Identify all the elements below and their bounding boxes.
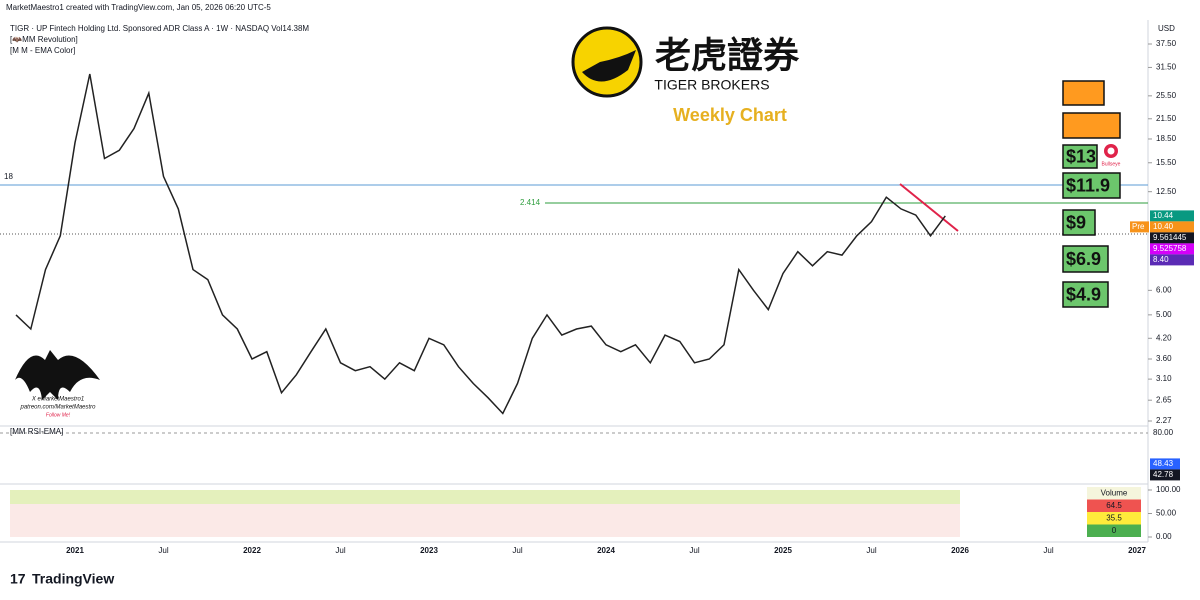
price-tag bbox=[1150, 232, 1194, 244]
y-tick-label: 5.00 bbox=[1156, 310, 1172, 319]
y-tick-label: 18.50 bbox=[1156, 134, 1177, 143]
price-tag bbox=[1150, 221, 1194, 233]
rsi-tag bbox=[1150, 469, 1180, 481]
price-tag bbox=[1150, 210, 1194, 222]
y-tick-label: 100.00 bbox=[1156, 485, 1181, 494]
rsi-tag bbox=[1150, 458, 1180, 470]
y-tick-label: 6.00 bbox=[1156, 285, 1172, 294]
x-tick-label: Jul bbox=[158, 546, 168, 555]
footer-brand: TradingView bbox=[32, 571, 114, 587]
target-box bbox=[1062, 245, 1109, 273]
price-tag bbox=[1150, 243, 1194, 255]
price-tag-prefix: Pre bbox=[1132, 222, 1145, 231]
target-box bbox=[1062, 144, 1098, 169]
currency-label: USD bbox=[1158, 24, 1175, 33]
x-tick-label: 2026 bbox=[951, 546, 969, 555]
y-tick-label: 12.50 bbox=[1156, 187, 1177, 196]
y-tick-label: 2.65 bbox=[1156, 395, 1172, 404]
logo-chinese: 老虎證券 bbox=[655, 35, 800, 76]
x-tick-label: Jul bbox=[1043, 546, 1053, 555]
x-tick-label: Jul bbox=[866, 546, 876, 555]
x-tick-label: 2022 bbox=[243, 546, 261, 555]
volume-table-cell bbox=[1087, 524, 1141, 537]
watermark-handle: X eMarketMaestro1 bbox=[31, 397, 84, 403]
y-tick-label: 15.50 bbox=[1156, 158, 1177, 167]
volume-table-cell bbox=[1087, 512, 1141, 525]
target-box bbox=[1062, 172, 1121, 199]
price-tag-label: 9.525758 bbox=[1153, 244, 1187, 253]
target-box bbox=[1062, 112, 1121, 139]
y-tick-label: 37.50 bbox=[1156, 39, 1177, 48]
price-tag-label: 10.44 bbox=[1153, 211, 1174, 220]
volume-table-cell bbox=[1087, 487, 1141, 500]
rsi-label: [MM RSI-EMA] bbox=[10, 427, 63, 436]
volume-table-text: 35.5 bbox=[1106, 514, 1122, 523]
price-tag-label: 9.561445 bbox=[1153, 233, 1187, 242]
indicator-label: [M M - EMA Color] bbox=[10, 46, 75, 55]
x-tick-label: 2025 bbox=[774, 546, 792, 555]
fib-label: 2.414 bbox=[520, 198, 541, 207]
bullseye-label: Bullseye bbox=[1102, 161, 1121, 167]
symbol-line: TIGR · UP Fintech Holding Ltd. Sponsored… bbox=[10, 24, 309, 33]
y-tick-label: 50.00 bbox=[1156, 509, 1177, 518]
y-tick-label: 25.50 bbox=[1156, 91, 1177, 100]
target-box-label: $4.9 bbox=[1066, 284, 1101, 304]
rsi-tag-label: 80.00 bbox=[1153, 428, 1174, 437]
y-tick-label: 3.60 bbox=[1156, 354, 1172, 363]
x-tick-label: Jul bbox=[689, 546, 699, 555]
price-tag-label: 8.40 bbox=[1153, 255, 1169, 264]
target-box-label: $9 bbox=[1066, 212, 1086, 232]
target-box bbox=[1062, 209, 1096, 236]
watermark-note: Follow Me! bbox=[46, 412, 71, 418]
author-line: MarketMaestro1 created with TradingView.… bbox=[6, 3, 271, 12]
bat-logo bbox=[15, 350, 100, 400]
logo-stripe bbox=[582, 50, 636, 82]
x-tick-label: Jul bbox=[512, 546, 522, 555]
logo-english: TIGER BROKERS bbox=[654, 77, 769, 93]
x-tick-label: 2023 bbox=[420, 546, 438, 555]
target-box bbox=[1062, 80, 1105, 106]
y-tick-label: 0.00 bbox=[1156, 532, 1172, 541]
volume-table-text: 0 bbox=[1112, 526, 1117, 535]
footer-logo-mark: 17 bbox=[10, 571, 26, 587]
volume-table-cell bbox=[1087, 499, 1141, 512]
x-tick-label: 2024 bbox=[597, 546, 615, 555]
indicator-label: [🦇MM Revolution] bbox=[10, 35, 78, 44]
price-tag-prefix-bg bbox=[1130, 221, 1149, 233]
target-box-label: $6.9 bbox=[1066, 249, 1101, 269]
x-tick-label: 2021 bbox=[66, 546, 84, 555]
price-tag bbox=[1150, 254, 1194, 266]
volume-table-text: Volume bbox=[1101, 489, 1128, 498]
watermark-link: patreon.com/MarketMaestro bbox=[19, 405, 96, 411]
target-box-label: $11.9 bbox=[1066, 175, 1110, 195]
x-tick-label: Jul bbox=[335, 546, 345, 555]
y-tick-label: 31.50 bbox=[1156, 63, 1177, 72]
y-tick-label: 2.27 bbox=[1156, 416, 1172, 425]
y-tick-label: 4.20 bbox=[1156, 333, 1172, 342]
rsi-tag bbox=[1150, 427, 1180, 439]
price-line-series bbox=[15, 73, 946, 415]
volume-band bbox=[10, 490, 960, 504]
y-tick-label: 3.10 bbox=[1156, 374, 1172, 383]
edge-label: 18 bbox=[4, 172, 13, 181]
rsi-tag-label: 42.78 bbox=[1153, 470, 1174, 479]
bullseye-icon bbox=[1107, 147, 1115, 155]
target-box-label: $13 bbox=[1066, 146, 1096, 166]
trend-line bbox=[899, 183, 959, 232]
chart-subtitle: Weekly Chart bbox=[673, 105, 787, 125]
x-tick-label: 2027 bbox=[1128, 546, 1146, 555]
rsi-tag-label: 48.43 bbox=[1153, 459, 1174, 468]
volume-table-text: 64.5 bbox=[1106, 501, 1122, 510]
price-tag-label: 10.40 bbox=[1153, 222, 1174, 231]
target-box bbox=[1062, 281, 1109, 308]
y-tick-label: 21.50 bbox=[1156, 114, 1177, 123]
